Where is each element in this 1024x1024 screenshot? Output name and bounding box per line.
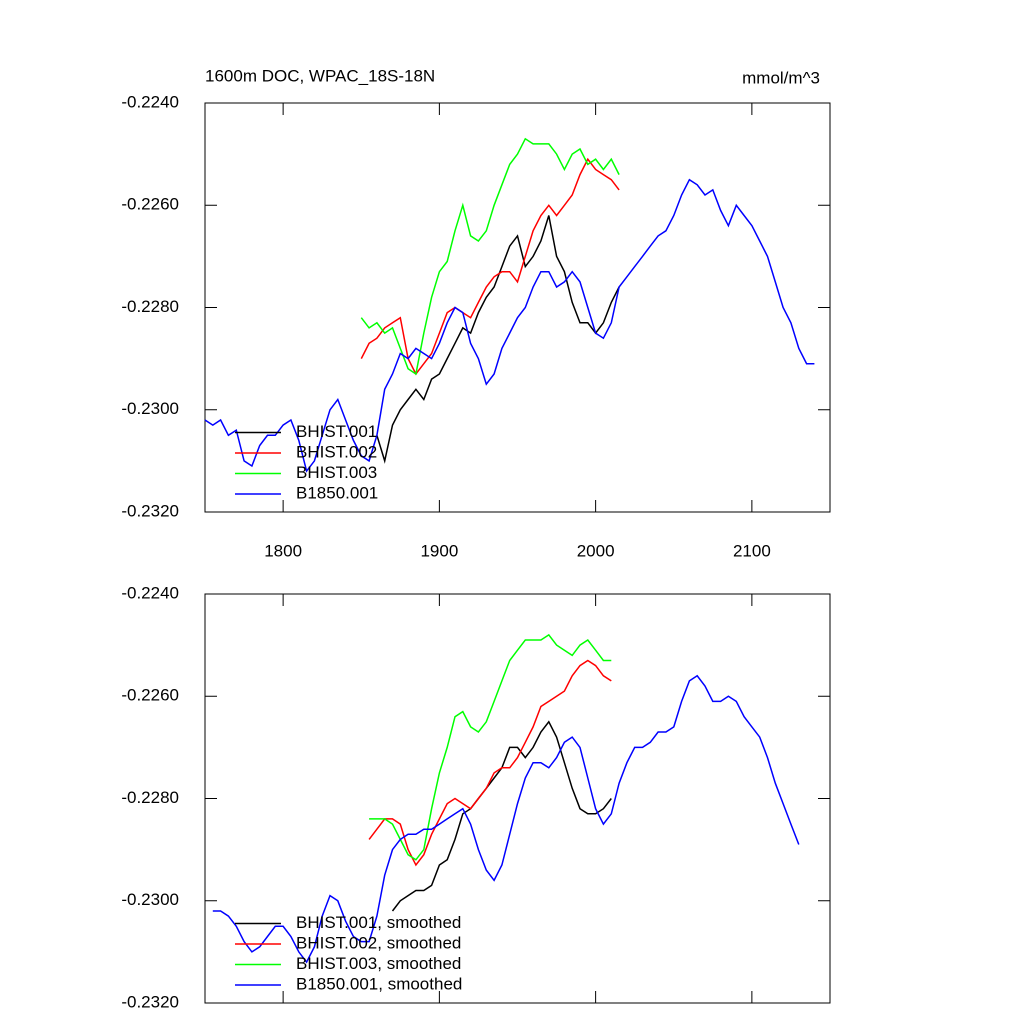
series-line <box>360 137 620 376</box>
chart-title: 1600m DOC, WPAC_18S-18N <box>205 66 435 85</box>
y-tick-label: -0.2300 <box>121 890 179 909</box>
legend-label: BHIST.003, smoothed <box>296 954 461 973</box>
y-tick-label: -0.2320 <box>121 501 179 520</box>
series-line <box>212 674 800 964</box>
legend-label: BHIST.002, smoothed <box>296 933 461 952</box>
y-tick-label: -0.2280 <box>121 297 179 316</box>
y-tick-label: -0.2260 <box>121 686 179 705</box>
legend-label: BHIST.001, smoothed <box>296 913 461 932</box>
x-tick-label: 1800 <box>264 541 302 560</box>
y-tick-label: -0.2260 <box>121 195 179 214</box>
x-tick-label: 1900 <box>420 541 458 560</box>
units-label: mmol/m^3 <box>742 68 820 87</box>
series-line <box>204 178 815 473</box>
series-line <box>391 720 612 912</box>
y-tick-label: -0.2240 <box>121 583 179 602</box>
y-tick-label: -0.2280 <box>121 788 179 807</box>
x-tick-label: 2100 <box>733 541 771 560</box>
x-tick-label: 2000 <box>577 541 615 560</box>
series-line <box>360 157 620 376</box>
legend-label: B1850.001, smoothed <box>296 974 462 993</box>
series-line <box>369 633 612 861</box>
y-tick-label: -0.2240 <box>121 92 179 111</box>
series-line <box>368 659 612 867</box>
legend-label: BHIST.001 <box>296 422 377 441</box>
y-tick-label: -0.2320 <box>121 992 179 1011</box>
legend-label: BHIST.002 <box>296 442 377 461</box>
y-tick-label: -0.2300 <box>121 399 179 418</box>
legend-label: BHIST.003 <box>296 463 377 482</box>
legend-label: B1850.001 <box>296 483 378 502</box>
series-line <box>376 215 620 464</box>
